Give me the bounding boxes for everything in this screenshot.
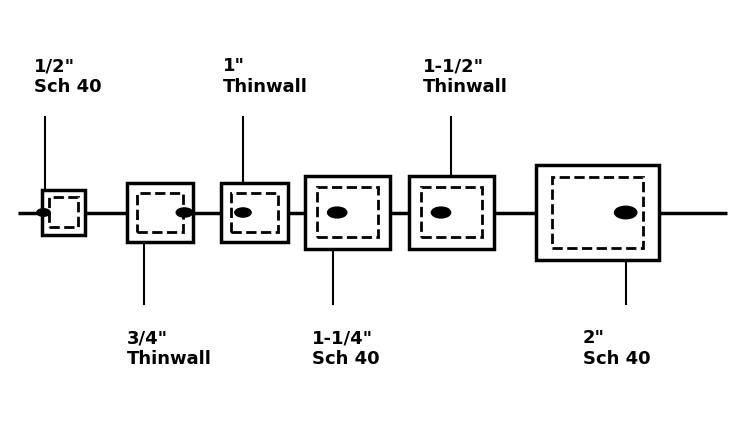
Bar (42, 190, 85, 235)
Bar (305, 176, 390, 249)
Text: 1-1/4"
Sch 40: 1-1/4" Sch 40 (312, 329, 380, 368)
Text: 2"
Sch 40: 2" Sch 40 (583, 329, 650, 368)
Bar (536, 164, 658, 261)
Circle shape (431, 207, 451, 218)
Bar (409, 176, 494, 249)
Circle shape (37, 209, 50, 216)
Circle shape (614, 206, 637, 219)
Text: 1"
Thinwall: 1" Thinwall (223, 57, 308, 96)
Circle shape (235, 208, 251, 217)
Text: 1/2"
Sch 40: 1/2" Sch 40 (34, 57, 101, 96)
Circle shape (328, 207, 346, 218)
Bar (552, 177, 643, 248)
Bar (316, 187, 378, 238)
Bar (232, 193, 278, 232)
Text: 3/4"
Thinwall: 3/4" Thinwall (127, 329, 212, 368)
Bar (49, 198, 78, 227)
Bar (421, 187, 482, 238)
Text: 1-1/2"
Thinwall: 1-1/2" Thinwall (423, 57, 508, 96)
Bar (127, 183, 194, 242)
Bar (136, 193, 183, 232)
Circle shape (176, 208, 193, 217)
Bar (221, 183, 288, 242)
